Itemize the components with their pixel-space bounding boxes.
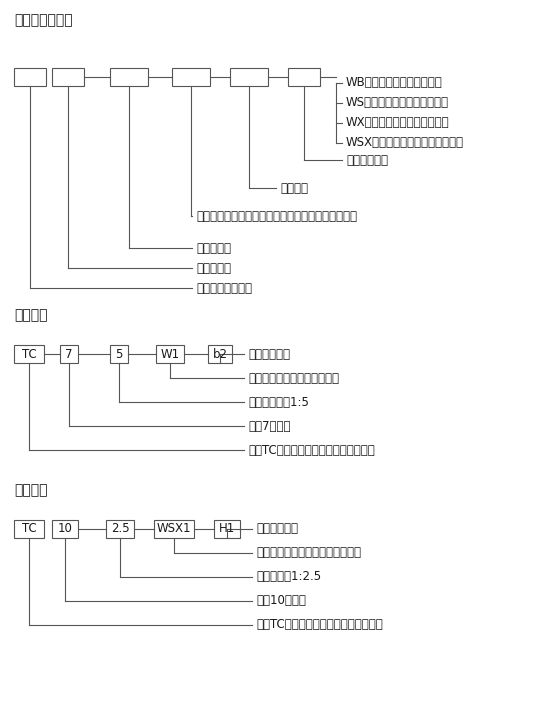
Text: 表示TC系列十字螺旋锥齿轮换向减速器: 表示TC系列十字螺旋锥齿轮换向减速器 [248, 444, 375, 457]
Text: 表示安装方位: 表示安装方位 [248, 348, 290, 361]
Text: WX表示下轴输入、水平轴输出: WX表示下轴输入、水平轴输出 [346, 117, 450, 130]
Bar [14, 68, 46, 86]
Bar [14, 345, 44, 363]
Text: 机型表示方法：: 机型表示方法： [14, 13, 73, 27]
Text: b2: b2 [212, 348, 227, 361]
Bar [154, 520, 194, 538]
Text: 表示水平轴输入、轴输出配置: 表示水平轴输入、轴输出配置 [248, 371, 339, 384]
Text: 7: 7 [66, 348, 73, 361]
Bar [214, 520, 240, 538]
Bar [52, 520, 78, 538]
Bar [52, 68, 84, 86]
Bar [106, 520, 134, 538]
Text: TC: TC [22, 348, 36, 361]
Text: 表示安装方位: 表示安装方位 [256, 523, 298, 536]
Text: WB表示水平轴输入、轴输出: WB表示水平轴输入、轴输出 [346, 77, 443, 90]
Text: TC: TC [22, 523, 36, 536]
Text: 表示安装方位: 表示安装方位 [346, 153, 388, 167]
Bar [172, 68, 210, 86]
Text: 表示传动比1:2.5: 表示传动比1:2.5 [256, 571, 321, 584]
Text: 表示水平轴输入、上下轴输出配置: 表示水平轴输入、上下轴输出配置 [256, 547, 361, 560]
Text: 表示机型号: 表示机型号 [196, 261, 231, 274]
Text: WS表示上轴输入、水平轴输出: WS表示上轴输入、水平轴输出 [346, 96, 449, 109]
Text: 2.5: 2.5 [111, 523, 129, 536]
Text: 轴配形式: 轴配形式 [280, 182, 308, 195]
Text: 表示7机型号: 表示7机型号 [248, 419, 291, 432]
Text: 10: 10 [58, 523, 72, 536]
Text: 表示配置相应的传递功率，出厂时不配电机（省注）: 表示配置相应的传递功率，出厂时不配电机（省注） [196, 209, 357, 222]
Bar [208, 345, 232, 363]
Text: W1: W1 [160, 348, 180, 361]
Text: H1: H1 [219, 523, 235, 536]
Bar [230, 68, 268, 86]
Text: 示例二：: 示例二： [14, 483, 48, 497]
Bar [60, 345, 78, 363]
Bar [110, 345, 128, 363]
Text: 表示TC系列十字螺旋锥齿轮换向减速器: 表示TC系列十字螺旋锥齿轮换向减速器 [256, 618, 382, 631]
Bar [110, 68, 148, 86]
Text: 表示传动比为1:5: 表示传动比为1:5 [248, 395, 309, 408]
Text: 表示传动比: 表示传动比 [196, 242, 231, 255]
Text: WSX表示水平轴输入、上下轴输出: WSX表示水平轴输入、上下轴输出 [346, 137, 464, 149]
Text: WSX1: WSX1 [157, 523, 192, 536]
Text: 5: 5 [115, 348, 123, 361]
Bar [156, 345, 184, 363]
Text: 示例一：: 示例一： [14, 308, 48, 322]
Text: 本系列减速器代号: 本系列减速器代号 [196, 282, 252, 295]
Bar [14, 520, 44, 538]
Text: 表示10机型号: 表示10机型号 [256, 594, 306, 607]
Bar [288, 68, 320, 86]
